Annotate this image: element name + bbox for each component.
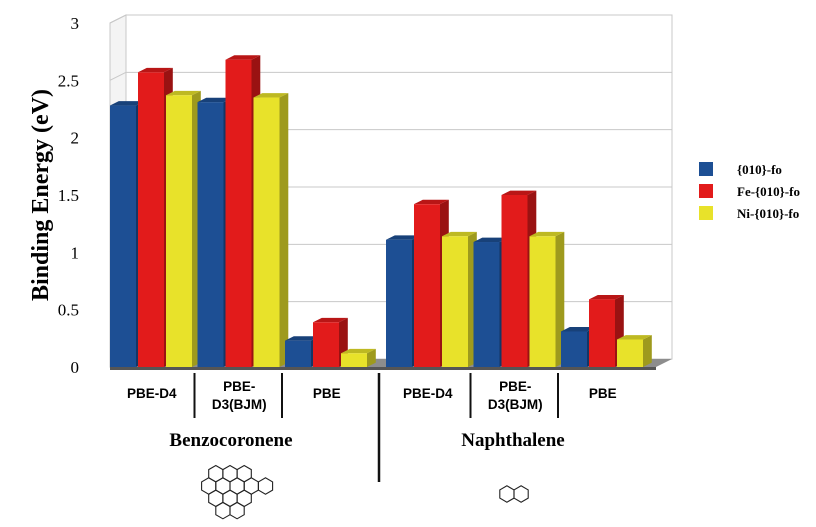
bars — [110, 55, 652, 368]
y-tick-label: 2 — [71, 129, 80, 148]
group-label: Naphthalene — [461, 430, 564, 451]
benzocoronene-structure-icon — [201, 464, 274, 520]
y-axis-label: Binding Energy (eV) — [28, 89, 54, 301]
naphthalene-structure-icon — [499, 485, 529, 503]
y-tick-label: 1.5 — [58, 186, 79, 205]
legend-entry: Fe-{010}-fo — [737, 184, 800, 199]
group-label: Benzocoronene — [169, 430, 292, 451]
legend-entry: {010}-fo — [737, 162, 782, 177]
bar — [166, 90, 201, 368]
bar — [442, 231, 477, 367]
y-tick-label: 3 — [71, 14, 80, 33]
legend-swatch — [699, 206, 713, 220]
group-labels: Benzocoronene Naphthalene — [169, 430, 564, 451]
bar — [341, 348, 376, 367]
category-label: PBE-D4 — [403, 386, 453, 401]
category-label: PBE-D4 — [127, 386, 177, 401]
category-label: PBE-D3(BJM) — [212, 379, 267, 412]
legend-swatch — [699, 184, 713, 198]
y-tick-labels: 0 0.5 1 1.5 2 2.5 3 — [58, 14, 79, 377]
bar — [253, 93, 289, 368]
y-tick-label: 0 — [71, 358, 80, 377]
category-labels: PBE-D4 PBE-D3(BJM) PBE PBE-D4 PBE-D3(BJM) PBE — [127, 379, 617, 412]
y-tick-label: 2.5 — [58, 71, 79, 90]
bar — [529, 231, 565, 367]
category-label: PBE — [589, 386, 617, 401]
bar — [313, 317, 348, 367]
group-separators — [193, 373, 559, 482]
bar — [617, 335, 652, 367]
y-tick-label: 0.5 — [58, 301, 79, 320]
legend-entry: Ni-{010}-fo — [737, 206, 799, 221]
legend-swatch — [699, 162, 713, 176]
category-label: PBE-D3(BJM) — [488, 379, 543, 412]
category-label: PBE — [313, 386, 341, 401]
legend: {010}-fo Fe-{010}-fo Ni-{010}-fo — [699, 162, 800, 221]
y-tick-label: 1 — [71, 243, 80, 262]
